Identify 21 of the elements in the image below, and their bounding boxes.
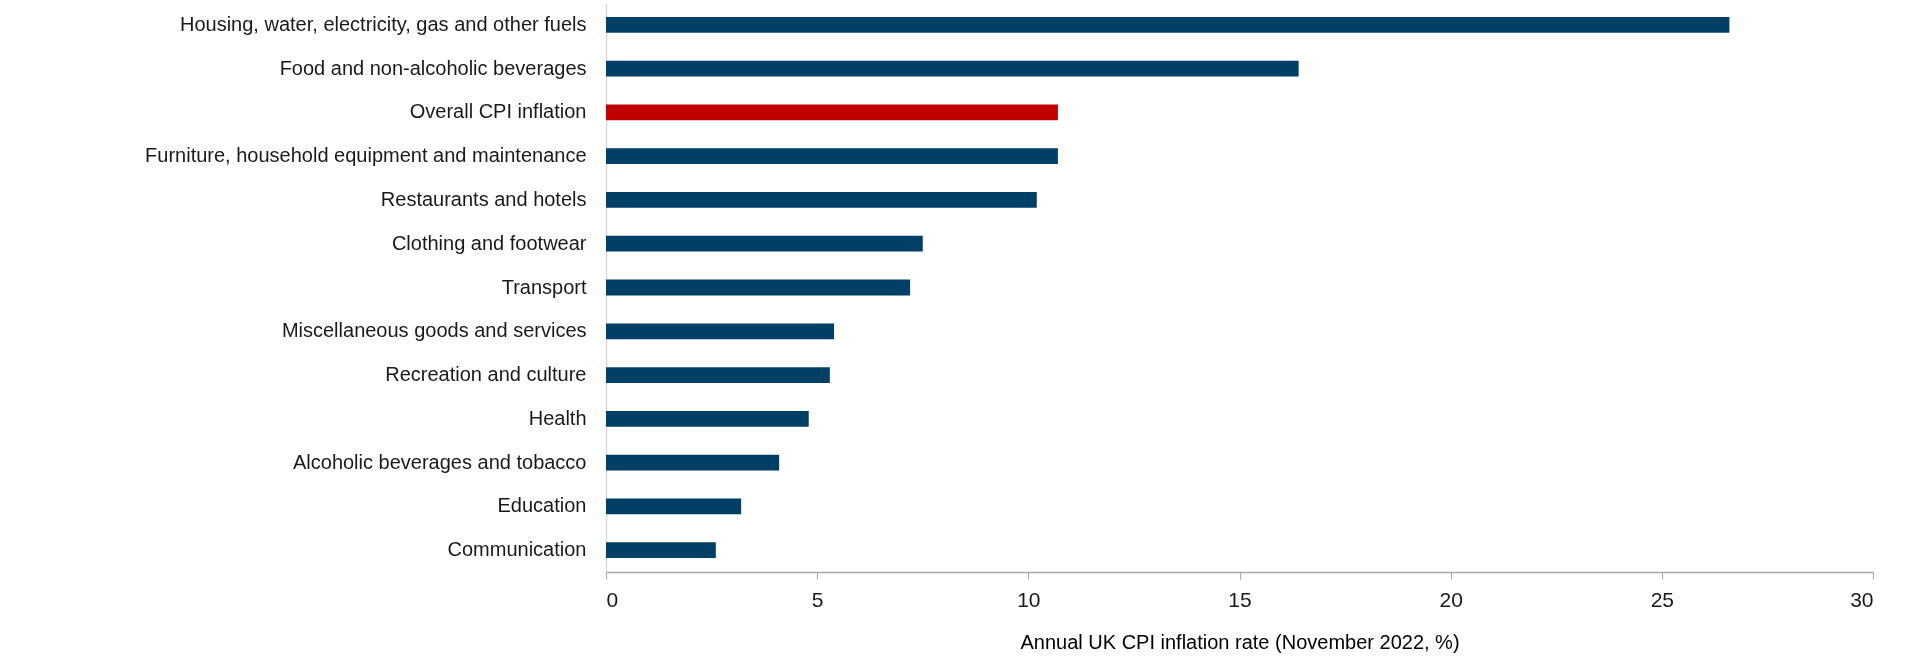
y-tick-label: Alcoholic beverages and tobacco <box>292 450 587 473</box>
y-tick-label: Overall CPI inflation <box>409 100 587 123</box>
y-tick-label: Recreation and culture <box>385 363 587 386</box>
y-tick-label: Miscellaneous goods and services <box>281 319 587 342</box>
y-tick-label: Communication <box>447 538 587 561</box>
x-axis-title: Annual UK CPI inflation rate (November 2022, %) <box>1020 630 1460 653</box>
y-tick-label: Clothing and footwear <box>391 231 587 254</box>
x-tick-label: 15 <box>1228 587 1252 611</box>
y-tick-label: Food and non-alcoholic beverages <box>279 56 587 79</box>
x-tick-label: 10 <box>1017 587 1041 611</box>
y-tick-label: Education <box>497 494 587 517</box>
y-tick-label: Furniture, household equipment and maintenance <box>145 144 587 167</box>
y-tick-label: Restaurants and hotels <box>380 187 587 210</box>
y-tick-label: Health <box>528 406 587 429</box>
x-tick-label: 20 <box>1439 587 1463 611</box>
x-tick-label: 0 <box>606 587 619 611</box>
y-tick-label: Transport <box>501 275 587 298</box>
x-tick-label: 5 <box>811 587 824 611</box>
x-tick-label: 30 <box>1850 587 1874 611</box>
y-tick-label: Housing, water, electricity, gas and other fuels <box>179 12 587 35</box>
x-tick-label: 25 <box>1650 587 1675 611</box>
